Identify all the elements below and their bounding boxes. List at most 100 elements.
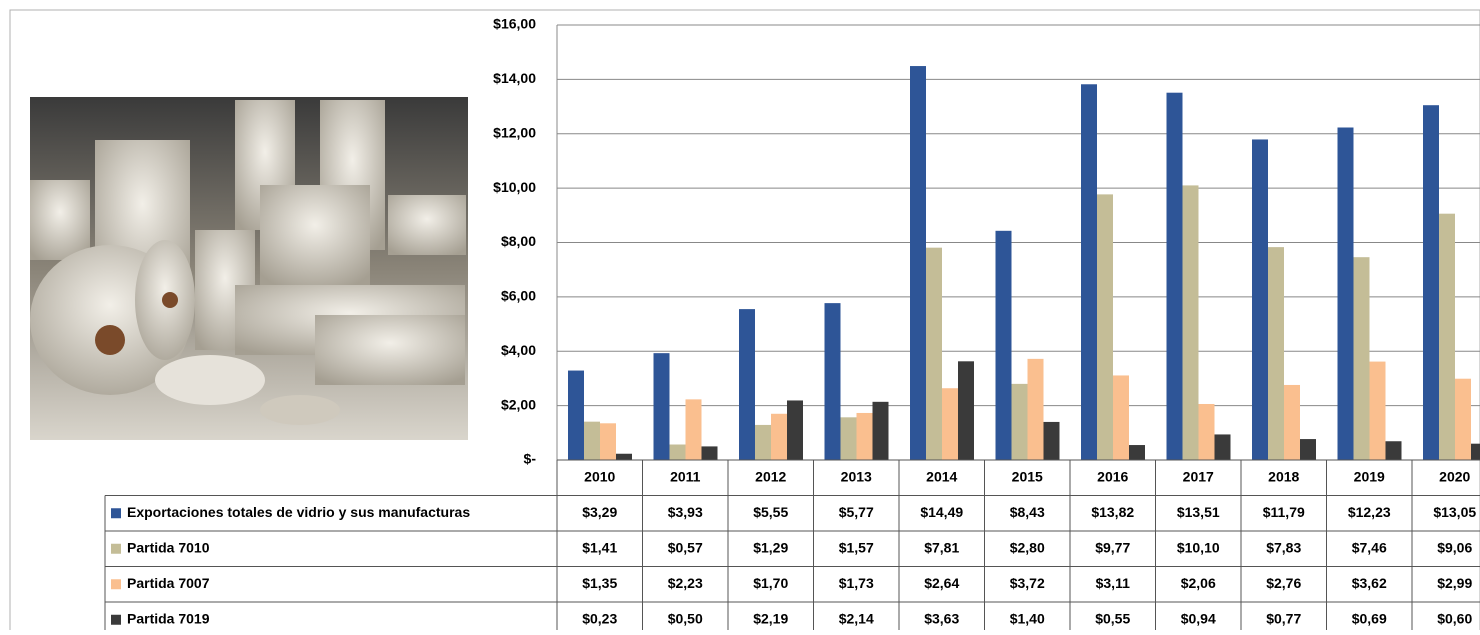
table-value: $2,23 [668,575,703,591]
bar [825,303,841,460]
table-value: $3,11 [1096,575,1130,591]
table-value: $13,82 [1091,504,1134,520]
legend-swatch [111,544,121,554]
table-value: $0,69 [1352,610,1387,626]
table-value: $0,57 [668,539,703,555]
bar [1113,375,1129,460]
x-tick-label: 2019 [1354,468,1385,484]
table-value: $7,83 [1266,539,1301,555]
table-value: $2,80 [1010,539,1045,555]
table-value: $13,51 [1177,504,1220,520]
table-value: $3,29 [582,504,617,520]
table-value: $2,14 [839,610,874,626]
bar [857,413,873,460]
x-tick-label: 2011 [670,468,701,484]
x-tick-label: 2012 [755,468,786,484]
table-value: $1,70 [753,575,788,591]
bar [771,414,787,460]
table-value: $13,05 [1433,504,1476,520]
legend-label: Partida 7010 [127,539,210,555]
bar [1215,434,1231,460]
legend-swatch [111,508,121,518]
x-tick-label: 2020 [1439,468,1470,484]
x-tick-label: 2014 [926,468,957,484]
legend-label: Partida 7007 [127,575,210,591]
table-value: $0,94 [1181,610,1216,626]
y-tick-label: $4,00 [501,342,536,358]
y-tick-label: $8,00 [501,233,536,249]
y-tick-label: $16,00 [493,16,536,32]
y-tick-label: $- [524,451,537,467]
bar [1028,359,1044,460]
table-value: $8,43 [1010,504,1045,520]
bar [1268,247,1284,460]
table-value: $2,19 [753,610,788,626]
table-value: $2,64 [924,575,959,591]
table-value: $1,35 [582,575,617,591]
bar [1167,93,1183,460]
table-value: $1,57 [839,539,874,555]
x-tick-label: 2017 [1183,468,1214,484]
x-tick-label: 2010 [584,468,615,484]
bar [1183,185,1199,460]
table-value: $2,76 [1266,575,1301,591]
bar [584,422,600,460]
bar [1338,127,1354,460]
table-value: $0,50 [668,610,703,626]
bar [568,371,584,460]
bar [958,361,974,460]
legend-swatch [111,615,121,625]
y-tick-label: $14,00 [493,70,536,86]
table-value: $5,77 [839,504,874,520]
table-value: $7,46 [1352,539,1387,555]
legend-label: Partida 7019 [127,610,210,626]
table-value: $2,99 [1437,575,1472,591]
bar [739,309,755,460]
chart: $-$2,00$4,00$6,00$8,00$10,00$12,00$14,00… [0,0,1480,630]
legend-label: Exportaciones totales de vidrio y sus ma… [127,504,470,520]
bar [1284,385,1300,460]
bar [942,388,958,460]
x-tick-label: 2018 [1268,468,1299,484]
bar [1423,105,1439,460]
y-tick-label: $12,00 [493,124,536,140]
x-tick-label: 2016 [1097,468,1128,484]
bar [1370,362,1386,460]
bar [670,445,686,460]
bar [1097,194,1113,460]
table-value: $9,77 [1095,539,1130,555]
table-value: $11,79 [1263,504,1305,520]
bar [787,400,803,460]
bar [686,399,702,460]
table-value: $12,23 [1348,504,1391,520]
y-tick-label: $2,00 [501,396,536,412]
bar [702,446,718,460]
bar [1386,441,1402,460]
bar [841,417,857,460]
table-value: $9,06 [1437,539,1472,555]
table-value: $10,10 [1177,539,1220,555]
bar [1300,439,1316,460]
table-value: $2,06 [1181,575,1216,591]
table-value: $3,72 [1010,575,1045,591]
bar [600,423,616,460]
table-value: $3,93 [668,504,703,520]
table-value: $1,29 [753,539,788,555]
bar [926,248,942,460]
bar [1081,84,1097,460]
y-tick-label: $6,00 [501,288,536,304]
bar [1012,384,1028,460]
table-value: $1,41 [582,539,617,555]
bar [1044,422,1060,460]
page: {"chart_data": {"type": "bar", "categori… [0,0,1480,630]
table-value: $0,77 [1266,610,1301,626]
bar [873,402,889,460]
table-value: $3,63 [924,610,959,626]
table-value: $3,62 [1352,575,1387,591]
bar [654,353,670,460]
bar [1354,257,1370,460]
x-tick-label: 2013 [841,468,872,484]
bar [1471,444,1480,460]
bar [616,454,632,460]
bar [755,425,771,460]
